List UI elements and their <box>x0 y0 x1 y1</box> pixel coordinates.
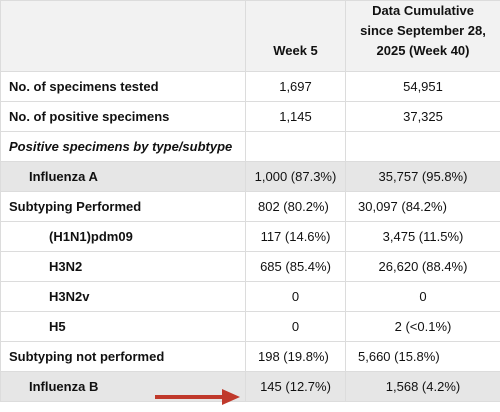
cell: 117 (14.6%) <box>245 221 346 252</box>
row-label: H3N2 <box>0 251 246 282</box>
row-label: Subtyping not performed <box>0 341 246 372</box>
row: H3N2 685 (85.4%) 26,620 (88.4%) <box>0 251 500 282</box>
cell <box>245 131 346 162</box>
row: H5 0 2 (<0.1%) <box>0 311 500 342</box>
row: (H1N1)pdm09 117 (14.6%) 3,475 (11.5%) <box>0 221 500 252</box>
cell: 35,757 (95.8%) <box>345 161 500 192</box>
cell: 2 (<0.1%) <box>345 311 500 342</box>
cell: 26,620 (88.4%) <box>345 251 500 282</box>
row: No. of specimens tested 1,697 54,951 <box>0 71 500 102</box>
row-label: H3N2v <box>0 281 246 312</box>
table-header: Week 5 Data Cumulative since September 2… <box>0 0 500 72</box>
cell: 1,568 (4.2%) <box>345 371 500 402</box>
row-label: No. of specimens tested <box>0 71 246 102</box>
row: No. of positive specimens 1,145 37,325 <box>0 101 500 132</box>
table-body: No. of specimens tested 1,697 54,951 No. o… <box>0 71 500 402</box>
row: Influenza A 1,000 (87.3%) 35,757 (95.8%) <box>0 161 500 192</box>
cell: 54,951 <box>345 71 500 102</box>
cell: 685 (85.4%) <box>245 251 346 282</box>
row: H3N2v 0 0 <box>0 281 500 312</box>
arrow-head <box>222 389 240 405</box>
cell: 0 <box>245 281 346 312</box>
cell: 0 <box>345 281 500 312</box>
cell: 198 (19.8%) <box>245 341 346 372</box>
header-row: Week 5 Data Cumulative since September 2… <box>0 0 500 72</box>
row-label: Influenza A <box>0 161 246 192</box>
cell <box>345 131 500 162</box>
cell: 1,000 (87.3%) <box>245 161 346 192</box>
cell: 1,697 <box>245 71 346 102</box>
header-cell: Data Cumulative since September 28, 2025… <box>345 0 500 72</box>
data-table: Week 5 Data Cumulative since September 2… <box>0 0 500 402</box>
cell: 802 (80.2%) <box>245 191 346 222</box>
row-label: Subtyping Performed <box>0 191 246 222</box>
cell: 145 (12.7%) <box>245 371 346 402</box>
row-label: Positive specimens by type/subtype <box>0 131 246 162</box>
row: Positive specimens by type/subtype <box>0 131 500 162</box>
cell: 3,475 (11.5%) <box>345 221 500 252</box>
header-cell <box>0 0 246 72</box>
row-label: (H1N1)pdm09 <box>0 221 246 252</box>
